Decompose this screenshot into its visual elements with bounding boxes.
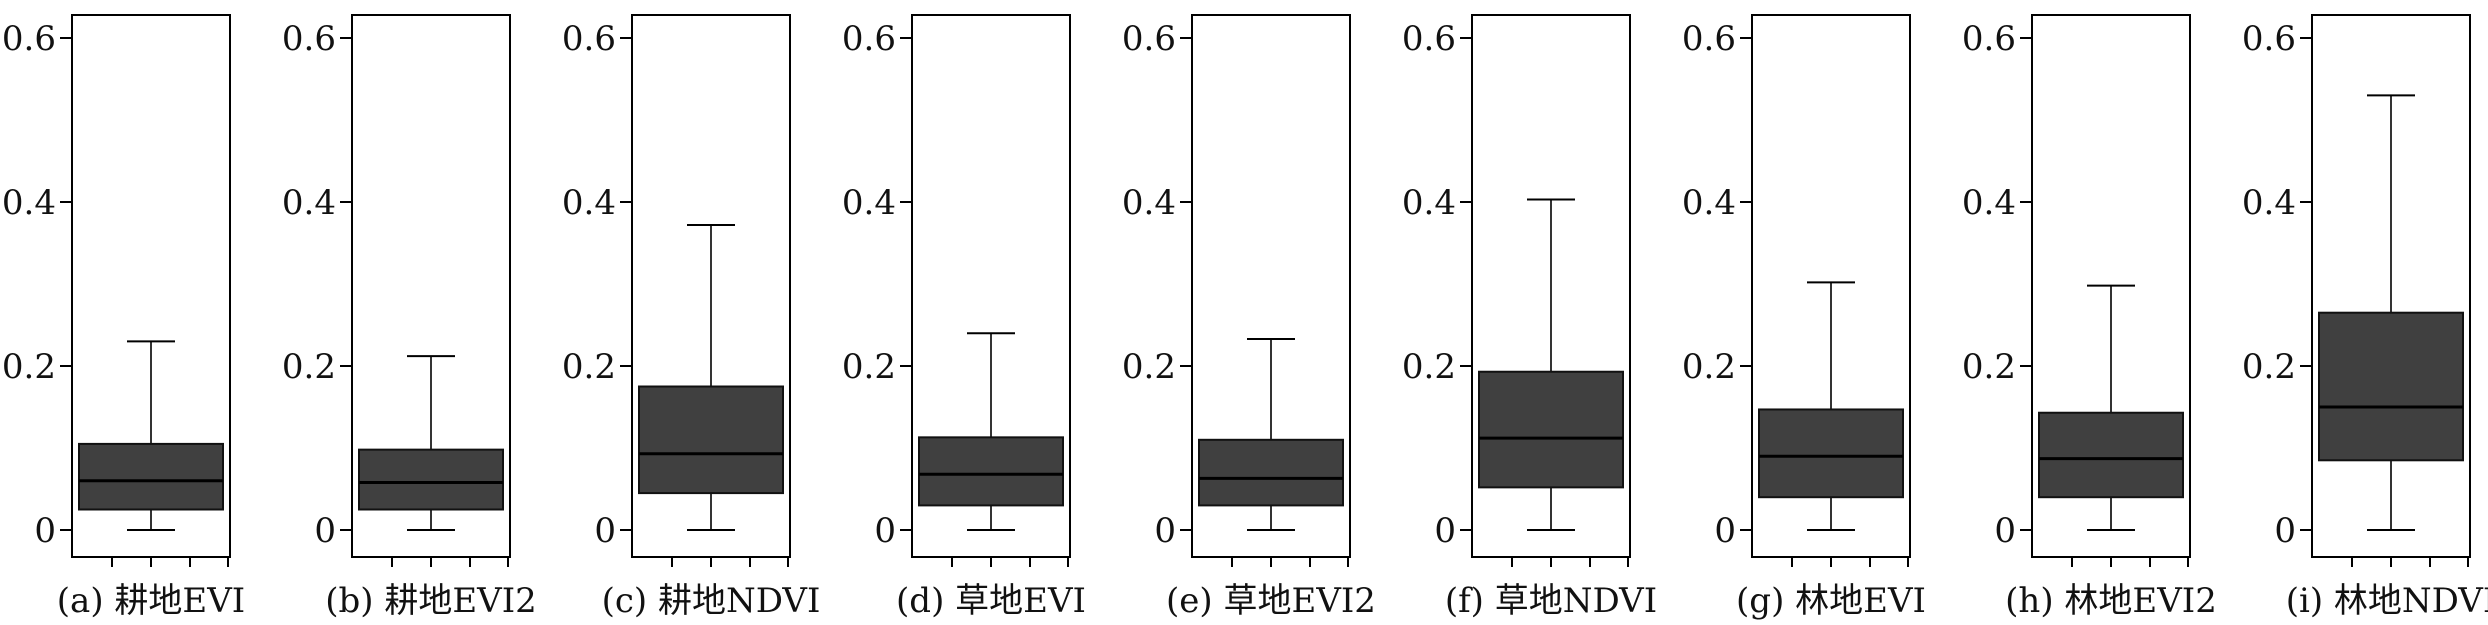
- panel-g-ytick-label: 0.2: [1682, 347, 1736, 387]
- panel-e-ytick-label: 0.6: [1122, 19, 1176, 59]
- panel-g-box: [1758, 408, 1904, 499]
- panel-h-ytick-label: 0.2: [1962, 347, 2016, 387]
- panel-h-caption: (h) 林地EVI2: [2005, 581, 2217, 621]
- panel-a-ytick-label: 0.2: [2, 347, 56, 387]
- panel-f-ytick-label: 0: [1434, 511, 1456, 551]
- panel-a-ytick-label: 0.6: [2, 19, 56, 59]
- panel-i-caption: (i) 林地NDVI: [2286, 581, 2488, 621]
- panel-a-ytick-label: 0: [34, 511, 56, 551]
- panel-a-box: [78, 442, 224, 511]
- panel-g-ytick-label: 0: [1714, 511, 1736, 551]
- panel-e-box: [1198, 438, 1344, 507]
- panel-b-ytick-label: 0: [314, 511, 336, 551]
- panel-d-caption: (d) 草地EVI: [896, 581, 1086, 621]
- panel-h-ytick-label: 0.4: [1962, 183, 2016, 223]
- panel-c-ytick-label: 0.4: [562, 183, 616, 223]
- panel-i-ytick-label: 0.2: [2242, 347, 2296, 387]
- panel-f-ytick-label: 0.6: [1402, 19, 1456, 59]
- panel-e-ytick-label: 0: [1154, 511, 1176, 551]
- panel-d-box: [918, 436, 1064, 507]
- panel-c-ytick-label: 0.6: [562, 19, 616, 59]
- panel-g-ytick-label: 0.6: [1682, 19, 1736, 59]
- panel-e-ytick-label: 0.2: [1122, 347, 1176, 387]
- panel-g-caption: (g) 林地EVI: [1736, 581, 1926, 621]
- panel-f-ytick-label: 0.2: [1402, 347, 1456, 387]
- panel-c-ytick-label: 0.2: [562, 347, 616, 387]
- panel-d-ytick-label: 0.2: [842, 347, 896, 387]
- panel-b-ytick-label: 0.2: [282, 347, 336, 387]
- panel-c-ytick-label: 0: [594, 511, 616, 551]
- panel-d-ytick-label: 0: [874, 511, 896, 551]
- panel-c-box: [638, 385, 784, 495]
- panel-f-ytick-label: 0.4: [1402, 183, 1456, 223]
- panel-d-ytick-label: 0.4: [842, 183, 896, 223]
- panel-a-caption: (a) 耕地EVI: [57, 581, 245, 621]
- panel-b-box: [358, 448, 504, 511]
- panel-b-ytick-label: 0.6: [282, 19, 336, 59]
- panel-h-ytick-label: 0: [1994, 511, 2016, 551]
- panel-a-ytick-label: 0.4: [2, 183, 56, 223]
- panel-i-ytick-label: 0.6: [2242, 19, 2296, 59]
- panel-b-ytick-label: 0.4: [282, 183, 336, 223]
- panel-b-caption: (b) 耕地EVI2: [325, 581, 537, 621]
- panel-f-box: [1478, 370, 1624, 489]
- panel-i-box: [2318, 311, 2464, 462]
- panel-h-box: [2038, 411, 2184, 499]
- panel-e-ytick-label: 0.4: [1122, 183, 1176, 223]
- panel-g-ytick-label: 0.4: [1682, 183, 1736, 223]
- panel-i-ytick-label: 0: [2274, 511, 2296, 551]
- panel-c-caption: (c) 耕地NDVI: [602, 581, 821, 621]
- panel-d-ytick-label: 0.6: [842, 19, 896, 59]
- panel-f-caption: (f) 草地NDVI: [1445, 581, 1657, 621]
- panel-h-ytick-label: 0.6: [1962, 19, 2016, 59]
- panel-e-caption: (e) 草地EVI2: [1166, 581, 1376, 621]
- panel-i-ytick-label: 0.4: [2242, 183, 2296, 223]
